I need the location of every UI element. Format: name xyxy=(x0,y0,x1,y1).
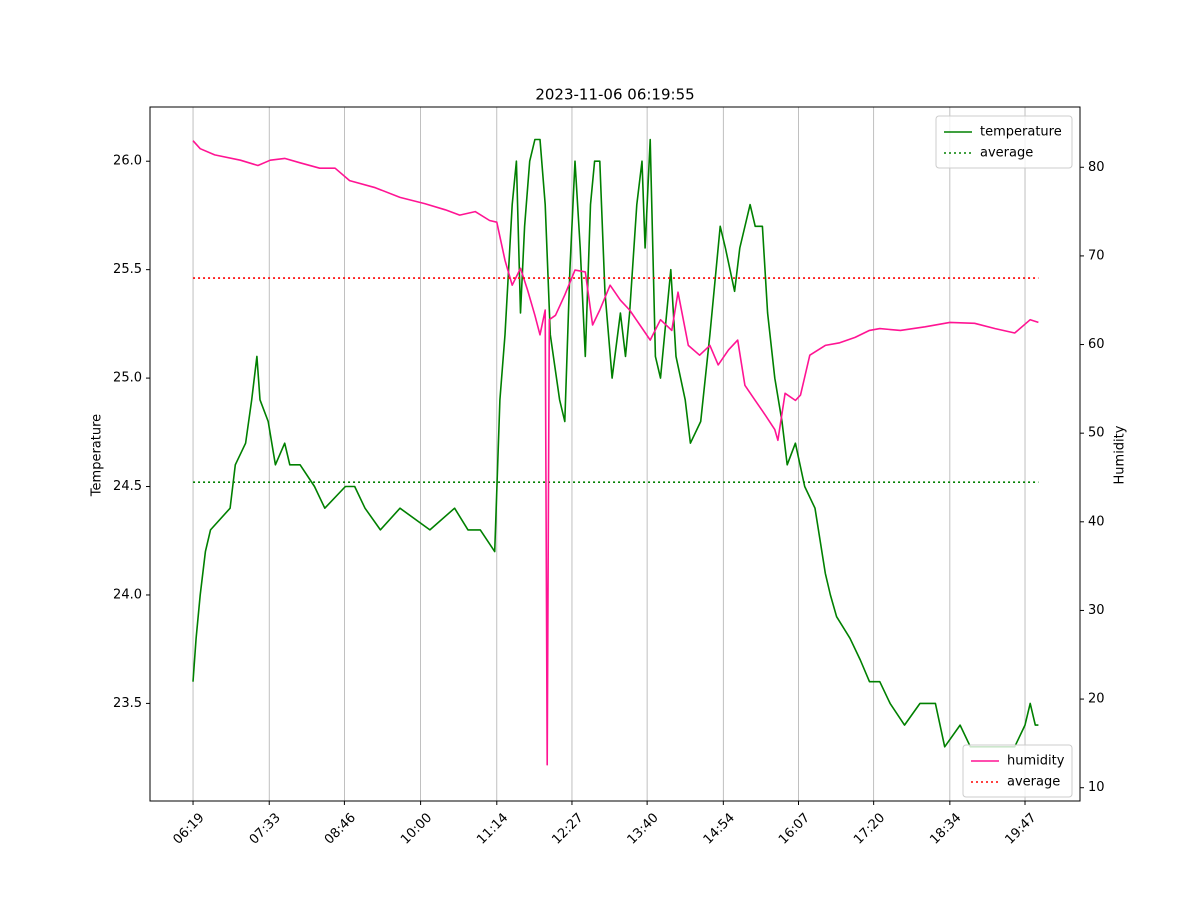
legend-label: average xyxy=(980,146,1033,161)
y2-tick-label: 10 xyxy=(1088,780,1105,795)
y2-tick-label: 40 xyxy=(1088,514,1105,529)
data-line xyxy=(192,140,1039,766)
legend-box xyxy=(962,744,1073,798)
chart-title: 2023-11-06 06:19:55 xyxy=(535,86,694,104)
y2-tick-label: 50 xyxy=(1088,426,1105,441)
y-tick-label: 25.5 xyxy=(113,262,142,277)
y2-tick-label: 30 xyxy=(1088,603,1105,618)
y-tick-label: 24.5 xyxy=(113,479,142,494)
plot-layer xyxy=(192,138,1039,766)
y-tick-label: 23.5 xyxy=(113,696,142,711)
grid-layer xyxy=(192,107,1026,801)
y-tick-label: 26.0 xyxy=(113,154,142,169)
y-tick-label: 24.0 xyxy=(113,587,142,602)
y2-tick-label: 80 xyxy=(1088,160,1105,175)
y-axis-label: Temperature xyxy=(90,414,105,497)
legend-label: humidity xyxy=(1007,754,1065,769)
legend-layer: temperature average humidity average xyxy=(935,115,1073,798)
legend-label: temperature xyxy=(980,125,1062,140)
y2-tick-label: 70 xyxy=(1088,248,1105,263)
plot-frame xyxy=(149,106,1081,802)
y2-axis-label: Humidity xyxy=(1113,425,1128,484)
data-line xyxy=(192,138,1039,748)
y-tick-label: 25.0 xyxy=(113,371,142,386)
legend-box xyxy=(935,115,1073,169)
y2-tick-label: 20 xyxy=(1088,692,1105,707)
legend-label: average xyxy=(1007,775,1060,790)
y2-tick-label: 60 xyxy=(1088,337,1105,352)
